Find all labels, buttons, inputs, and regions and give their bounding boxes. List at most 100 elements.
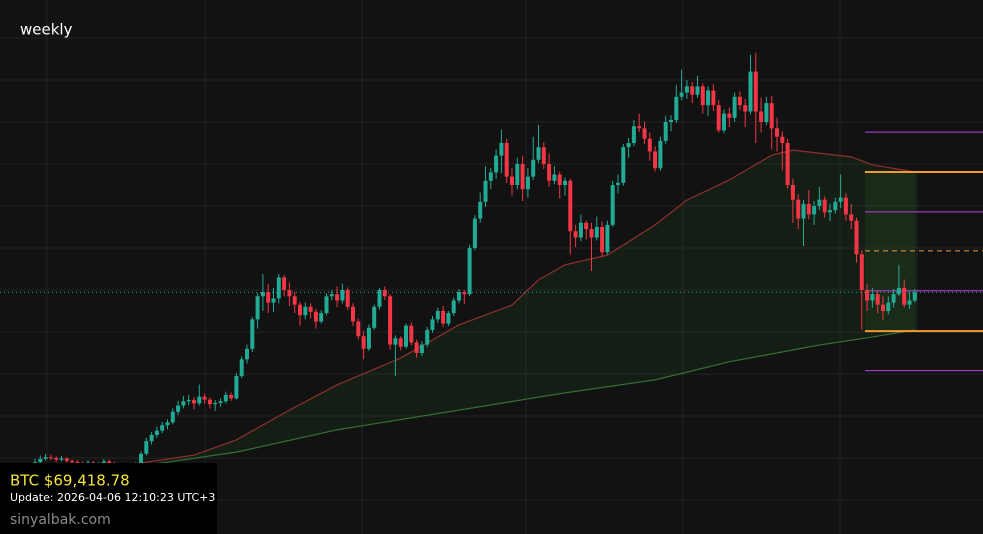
chart-title: weekly xyxy=(20,21,73,39)
candle-body xyxy=(101,461,106,464)
candle-body xyxy=(849,214,854,221)
candle-body xyxy=(64,458,69,461)
moving-average xyxy=(140,149,915,464)
candle-body xyxy=(335,294,340,301)
candle-body xyxy=(287,289,292,297)
candle-body xyxy=(144,441,149,454)
candle-body xyxy=(472,218,477,248)
candle-body xyxy=(653,151,658,169)
ma-band xyxy=(141,150,915,466)
candle-body xyxy=(276,277,281,299)
overlay: weekly BTC $69,418.78 Update: 2026-04-06… xyxy=(0,21,217,534)
candle-body xyxy=(722,113,726,131)
candle-body xyxy=(541,147,546,165)
candle-body xyxy=(870,294,875,301)
update-label: Update: 2026-04-06 12:10:23 UTC+3 xyxy=(10,491,215,504)
candle-body xyxy=(647,138,652,152)
candle-body xyxy=(769,103,774,129)
candle-body xyxy=(563,180,567,185)
candle-body xyxy=(446,313,451,324)
candle-body xyxy=(457,292,461,301)
candle-body xyxy=(351,306,355,322)
candle-body xyxy=(234,376,239,399)
candle-body xyxy=(388,296,393,345)
candle-body xyxy=(404,325,408,347)
candle-body xyxy=(902,287,907,305)
candle-body xyxy=(250,319,255,349)
candle-body xyxy=(425,329,430,345)
candle-body xyxy=(584,222,589,230)
vertical-grid xyxy=(46,0,841,534)
candle-body xyxy=(573,231,578,238)
candle-body xyxy=(785,143,790,185)
candle-body xyxy=(340,289,345,301)
candle-body xyxy=(663,122,668,141)
candle-body xyxy=(70,460,75,463)
candle-body xyxy=(727,113,732,118)
candle-body xyxy=(361,336,366,349)
candle-body xyxy=(568,180,573,232)
candle-body xyxy=(843,197,848,215)
candle-body xyxy=(865,289,870,301)
candle-body xyxy=(753,71,758,112)
candle-body xyxy=(790,184,795,200)
candle-body xyxy=(631,126,636,144)
candle-body xyxy=(298,304,302,316)
candle-body xyxy=(324,296,329,314)
candle-body xyxy=(759,111,764,123)
candle-body xyxy=(154,430,159,435)
info-box xyxy=(0,463,217,534)
candle-body xyxy=(494,155,499,173)
candle-body xyxy=(891,294,896,303)
candle-body xyxy=(139,453,143,465)
candle-body xyxy=(642,128,647,139)
candle-body xyxy=(313,311,318,322)
candle-body xyxy=(817,199,822,206)
candle-body xyxy=(223,394,228,402)
candle-body xyxy=(764,103,769,123)
candle-body xyxy=(854,220,859,255)
candle-body xyxy=(377,289,382,307)
candle-body xyxy=(176,405,181,412)
candle-body xyxy=(239,359,244,377)
candle-body xyxy=(536,147,541,160)
candle-body xyxy=(398,338,403,347)
candle-body xyxy=(706,90,711,106)
candle-body xyxy=(700,86,705,106)
candle-body xyxy=(637,126,642,129)
candle-body xyxy=(345,289,350,307)
candle-body xyxy=(38,458,43,463)
candle-body xyxy=(589,229,594,238)
candle-body xyxy=(329,294,334,297)
candle-body xyxy=(912,292,917,301)
moving-average xyxy=(140,329,915,467)
zone xyxy=(865,171,918,332)
candle-body xyxy=(504,143,509,177)
candle-body xyxy=(822,199,827,213)
candle-body xyxy=(616,182,620,185)
candle-body xyxy=(531,159,536,177)
candle-body xyxy=(271,298,276,303)
candle-body xyxy=(149,434,154,442)
candle-body xyxy=(229,394,234,399)
candle-body xyxy=(886,302,891,311)
candle-body xyxy=(674,96,679,120)
candle-body xyxy=(679,92,684,97)
candle-body xyxy=(282,277,287,290)
candle-body xyxy=(419,344,424,353)
candle-body xyxy=(737,96,742,106)
candle-body xyxy=(245,348,249,360)
candle-body xyxy=(260,292,265,297)
candle-body xyxy=(218,401,223,403)
candle-body xyxy=(743,105,748,112)
candle-body xyxy=(160,425,165,431)
candle-body xyxy=(669,119,673,123)
candle-body xyxy=(907,300,912,305)
watermark: sinyalbak.com xyxy=(10,512,111,528)
candle-body xyxy=(610,184,615,225)
candle-body xyxy=(510,176,514,185)
candle-body xyxy=(192,400,196,404)
candle-body xyxy=(356,321,361,337)
candle-body xyxy=(748,71,753,112)
candle-body xyxy=(594,226,599,238)
